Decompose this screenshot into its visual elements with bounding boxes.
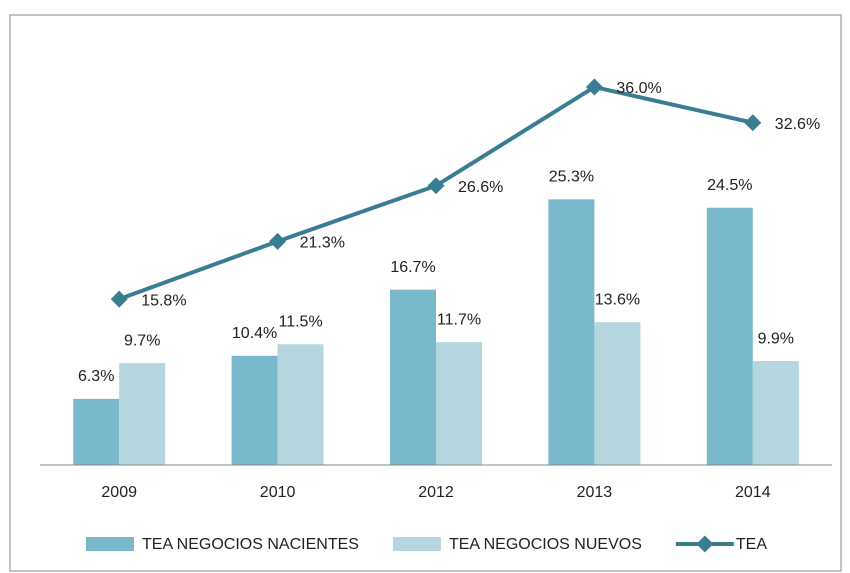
bar [706,207,753,465]
x-tick-label: 2013 [577,484,613,501]
line-marker [585,78,603,96]
x-tick-label: 2012 [418,484,454,501]
data-label: 6.3% [78,368,114,385]
x-tick-label: 2009 [101,484,137,501]
bar [436,342,482,465]
line-marker [269,232,287,250]
bar [548,199,595,465]
line-marker [427,177,445,195]
data-label: 9.7% [124,332,160,349]
legend-label: TEA [736,536,767,553]
bar [231,355,278,465]
chart-frame [9,14,842,572]
line-marker [110,290,128,308]
legend-label: TEA NEGOCIOS NUEVOS [449,536,642,553]
data-label: 24.5% [707,177,752,194]
data-label: 10.4% [232,325,277,342]
bar [119,363,166,465]
data-label: 16.7% [390,259,435,276]
data-label: 11.7% [437,311,481,328]
legend-label: TEA NEGOCIOS NACIENTES [142,536,359,553]
bar [752,361,799,465]
bar [73,398,120,465]
data-label: 9.9% [758,330,794,347]
data-label: 26.6% [458,179,503,196]
line-marker [744,114,762,132]
data-label: 15.8% [141,292,186,309]
legend-swatch [696,535,714,553]
data-label: 32.6% [775,116,820,133]
data-label: 36.0% [616,80,661,97]
data-label: 21.3% [300,235,345,252]
bar [277,344,324,465]
data-label: 13.6% [595,291,640,308]
data-label: 25.3% [549,169,594,186]
bar [594,322,641,465]
data-label: 11.5% [279,313,323,330]
bar [390,289,436,465]
legend-swatch [392,537,441,551]
legend-swatch [86,537,134,551]
x-tick-label: 2010 [260,484,296,501]
x-tick-label: 2014 [735,484,771,501]
